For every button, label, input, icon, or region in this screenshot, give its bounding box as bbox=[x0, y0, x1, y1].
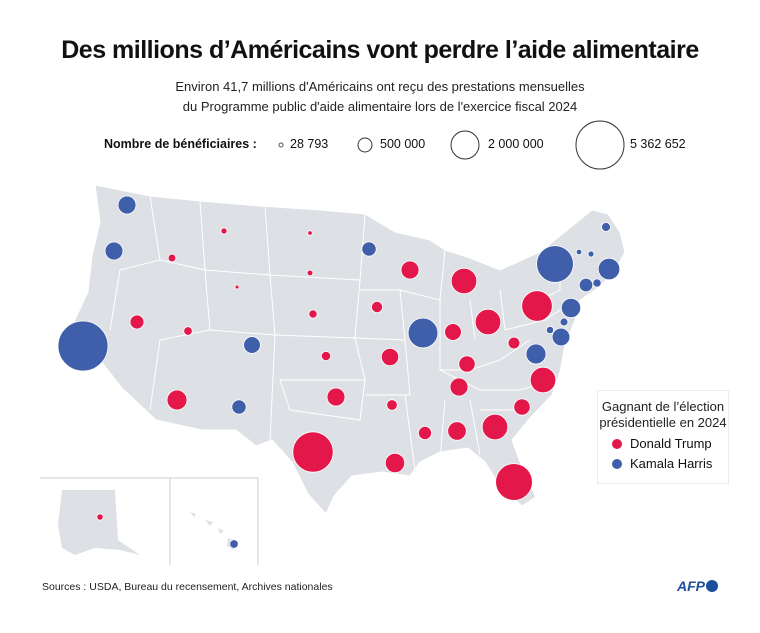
size-legend-label: Nombre de bénéficiaires : bbox=[104, 137, 257, 151]
bubble-il bbox=[407, 317, 439, 349]
size-legend-value-1: 28 793 bbox=[290, 137, 329, 151]
bubble-vt bbox=[575, 248, 583, 256]
bubble-in bbox=[444, 323, 462, 341]
bubble-id bbox=[167, 253, 177, 263]
legend-item-trump: Donald Trump bbox=[612, 436, 728, 451]
bubble-ms bbox=[417, 425, 432, 440]
bubble-ny bbox=[536, 245, 574, 283]
subtitle-line-1: Environ 41,7 millions d'Américains ont r… bbox=[175, 79, 585, 94]
bubble-la bbox=[384, 452, 406, 474]
subtitle: Environ 41,7 millions d'Américains ont r… bbox=[0, 77, 760, 117]
party-legend: Gagnant de l’élection présidentielle en … bbox=[597, 390, 729, 484]
size-legend-value-3: 2 000 000 bbox=[488, 137, 544, 151]
bubble-nj bbox=[560, 297, 582, 319]
bubble-ca bbox=[57, 320, 109, 372]
bubble-ut bbox=[183, 326, 193, 336]
bubble-ar bbox=[386, 399, 398, 411]
bubble-nv bbox=[129, 314, 145, 330]
bubble-hi bbox=[229, 539, 239, 549]
bubble-ne bbox=[308, 309, 318, 319]
state-bubbles bbox=[57, 195, 621, 549]
bubble-ky bbox=[458, 355, 476, 373]
bubble-nd bbox=[307, 230, 313, 236]
afp-logo-dot-icon bbox=[706, 580, 718, 592]
harris-dot-icon bbox=[612, 458, 622, 469]
bubble-wv bbox=[507, 336, 521, 350]
bubble-ct bbox=[578, 277, 594, 293]
bubble-az bbox=[166, 389, 188, 411]
subtitle-line-2: du Programme public d'aide alimentaire l… bbox=[182, 99, 578, 114]
source-note: Sources : USDA, Bureau du recensement, A… bbox=[42, 581, 333, 593]
page-title: Des millions d’Américains vont perdre l’… bbox=[61, 36, 699, 64]
bubble-mt bbox=[220, 227, 228, 235]
bubble-va bbox=[525, 343, 547, 365]
bubble-tn bbox=[449, 377, 469, 397]
size-legend-circle-3 bbox=[450, 130, 480, 160]
bubble-nm bbox=[231, 399, 247, 415]
party-legend-title-line-2: présidentielle en 2024 bbox=[599, 415, 727, 430]
bubble-oh bbox=[474, 308, 502, 336]
size-legend-circle-2 bbox=[357, 137, 373, 153]
trump-dot-icon bbox=[612, 438, 622, 449]
legend-item-harris: Kamala Harris bbox=[612, 456, 728, 471]
bubble-me bbox=[601, 222, 611, 232]
size-legend: Nombre de bénéficiaires : 28 793 500 000… bbox=[0, 120, 760, 170]
bubble-de bbox=[545, 325, 555, 335]
bubble-tx bbox=[292, 431, 334, 473]
size-legend-circle-4 bbox=[575, 120, 625, 170]
bubble-ok bbox=[326, 387, 346, 407]
bubble-mn bbox=[361, 241, 377, 257]
bubble-dc bbox=[559, 317, 569, 327]
bubble-mo bbox=[380, 347, 400, 367]
alaska-inset bbox=[40, 477, 171, 565]
bubble-wi bbox=[400, 260, 420, 280]
size-legend-value-2: 500 000 bbox=[380, 137, 426, 151]
bubble-sd bbox=[306, 269, 314, 277]
bubble-md bbox=[551, 327, 571, 347]
afp-logo-text: AFP bbox=[677, 578, 705, 594]
size-legend-value-4: 5 362 652 bbox=[630, 137, 686, 151]
bubble-ma bbox=[597, 257, 621, 281]
party-legend-title: Gagnant de l’élection présidentielle en … bbox=[598, 399, 728, 431]
party-legend-title-line-1: Gagnant de l’élection bbox=[601, 399, 725, 414]
size-legend-circles bbox=[278, 120, 625, 170]
afp-logo: AFP bbox=[677, 578, 718, 594]
bubble-mi bbox=[450, 267, 478, 295]
bubble-fl bbox=[495, 463, 533, 501]
bubble-ak bbox=[96, 513, 104, 521]
legend-label-trump: Donald Trump bbox=[630, 436, 712, 451]
bubble-sc bbox=[513, 398, 531, 416]
bubble-ia bbox=[370, 300, 383, 313]
bubble-or bbox=[104, 241, 124, 261]
size-legend-circle-1 bbox=[278, 142, 284, 148]
bubble-pa bbox=[521, 290, 553, 322]
bubble-nc bbox=[529, 366, 557, 394]
bubble-ks bbox=[320, 350, 332, 362]
legend-label-harris: Kamala Harris bbox=[630, 456, 713, 471]
hawaii-inset bbox=[170, 477, 259, 565]
bubble-wy bbox=[234, 284, 240, 290]
bubble-ri bbox=[592, 278, 602, 288]
bubble-nh bbox=[587, 250, 595, 258]
bubble-co bbox=[243, 336, 261, 354]
bubble-ga bbox=[481, 413, 509, 441]
bubble-wa bbox=[117, 195, 137, 215]
bubble-al bbox=[447, 421, 467, 441]
